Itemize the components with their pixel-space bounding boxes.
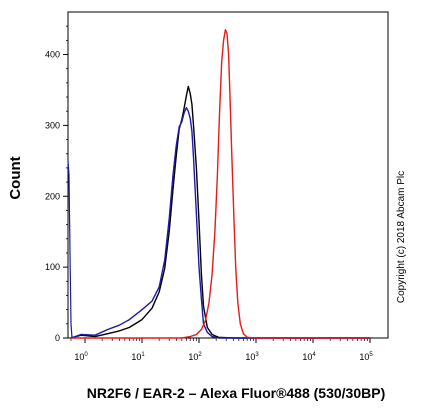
y-axis: 0 100 200 300 400 xyxy=(45,25,68,343)
y-tick-label: 400 xyxy=(45,50,60,60)
y-tick-label: 300 xyxy=(45,120,60,130)
x-tick-label: 104 xyxy=(302,352,316,362)
plot-area xyxy=(67,11,389,339)
series-edge-spike xyxy=(67,160,73,339)
x-tick-label: 101 xyxy=(131,352,145,362)
series-layer xyxy=(67,29,370,339)
series-line-1 xyxy=(70,85,370,339)
plot-frame xyxy=(67,11,389,339)
x-tick-label: 103 xyxy=(245,352,259,362)
y-axis-label: Count xyxy=(7,156,24,199)
series-line-3 xyxy=(71,29,370,339)
x-axis: 100 101 102 103 104 105 xyxy=(70,338,373,362)
x-axis-label: NR2F6 / EAR-2 – Alexa Fluor®488 (530/30B… xyxy=(87,385,385,401)
y-tick-label: 100 xyxy=(45,262,60,272)
y-tick-label: 0 xyxy=(55,333,60,343)
x-tick-label: 100 xyxy=(74,352,88,362)
x-tick-label: 102 xyxy=(188,352,202,362)
y-tick-label: 200 xyxy=(45,191,60,201)
series-line-2 xyxy=(70,107,370,339)
x-tick-label: 105 xyxy=(359,352,373,362)
copyright-annotation: Copyright (c) 2018 Abcam Plc xyxy=(396,171,407,303)
